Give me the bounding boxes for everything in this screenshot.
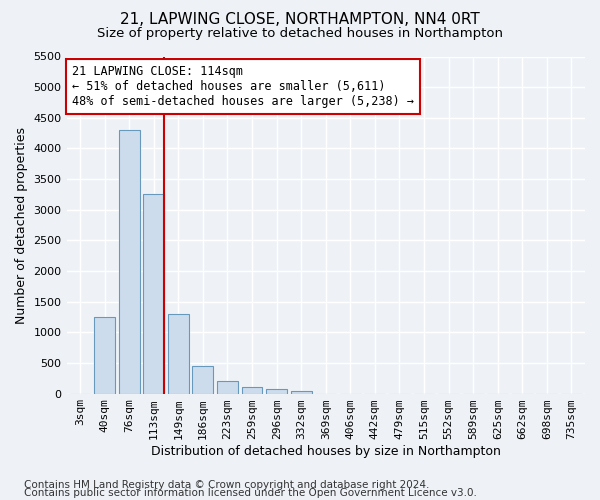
Bar xyxy=(266,389,287,394)
Bar xyxy=(143,194,164,394)
Bar xyxy=(168,314,189,394)
Bar xyxy=(242,388,262,394)
Text: Contains HM Land Registry data © Crown copyright and database right 2024.: Contains HM Land Registry data © Crown c… xyxy=(24,480,430,490)
Bar xyxy=(217,382,238,394)
Bar xyxy=(291,390,311,394)
X-axis label: Distribution of detached houses by size in Northampton: Distribution of detached houses by size … xyxy=(151,444,501,458)
Y-axis label: Number of detached properties: Number of detached properties xyxy=(15,126,28,324)
Text: 21, LAPWING CLOSE, NORTHAMPTON, NN4 0RT: 21, LAPWING CLOSE, NORTHAMPTON, NN4 0RT xyxy=(120,12,480,28)
Text: 21 LAPWING CLOSE: 114sqm
← 51% of detached houses are smaller (5,611)
48% of sem: 21 LAPWING CLOSE: 114sqm ← 51% of detach… xyxy=(72,65,414,108)
Bar xyxy=(94,317,115,394)
Text: Contains public sector information licensed under the Open Government Licence v3: Contains public sector information licen… xyxy=(24,488,477,498)
Text: Size of property relative to detached houses in Northampton: Size of property relative to detached ho… xyxy=(97,28,503,40)
Bar xyxy=(119,130,140,394)
Bar xyxy=(193,366,214,394)
